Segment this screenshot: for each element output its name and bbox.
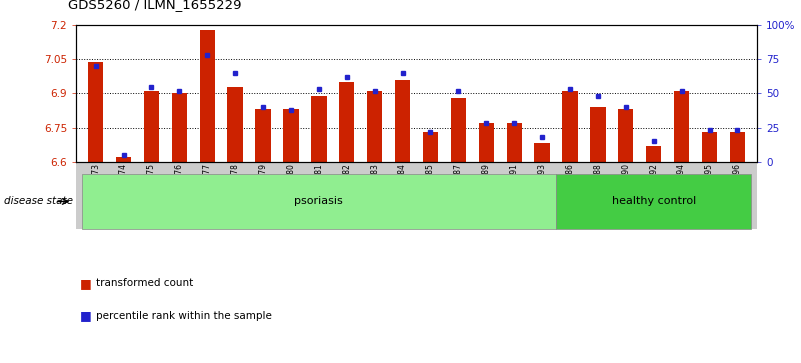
Bar (423, 132, 438, 162)
Text: transformed count: transformed count (96, 278, 193, 288)
Bar (116, 157, 131, 162)
Text: healthy control: healthy control (612, 196, 696, 207)
Bar (339, 82, 354, 162)
Bar (227, 87, 243, 162)
Text: psoriasis: psoriasis (295, 196, 344, 207)
Bar (618, 109, 634, 162)
Bar (143, 91, 159, 162)
Text: ■: ■ (80, 277, 92, 290)
Bar (171, 93, 187, 162)
Text: disease state: disease state (4, 196, 73, 207)
Bar (562, 91, 578, 162)
Text: percentile rank within the sample: percentile rank within the sample (96, 311, 272, 321)
Bar (88, 62, 103, 162)
Bar (730, 132, 745, 162)
Bar (674, 91, 690, 162)
Bar (367, 91, 382, 162)
Bar (199, 30, 215, 162)
Bar (646, 146, 662, 162)
Text: ■: ■ (80, 309, 92, 322)
Bar (395, 80, 410, 162)
Bar (256, 109, 271, 162)
Bar (702, 132, 717, 162)
Bar (534, 143, 549, 162)
Bar (451, 98, 466, 162)
Bar (479, 123, 494, 162)
Bar (590, 107, 606, 162)
Bar (284, 109, 299, 162)
Bar (311, 96, 327, 162)
Text: GDS5260 / ILMN_1655229: GDS5260 / ILMN_1655229 (68, 0, 242, 11)
Bar (506, 123, 522, 162)
